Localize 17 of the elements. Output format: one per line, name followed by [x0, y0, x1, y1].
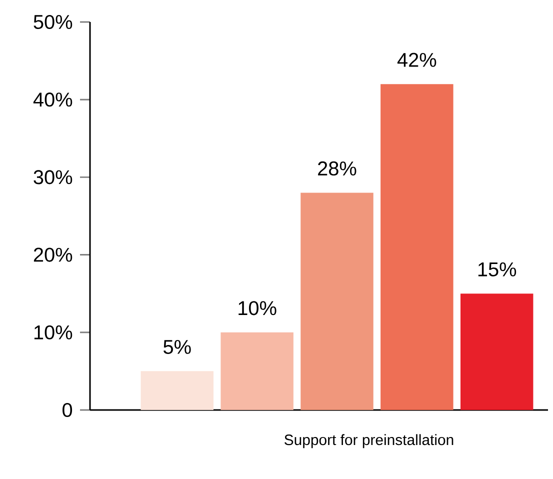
data-label: 15% [478, 262, 516, 276]
y-tick-label: 20% [34, 248, 72, 262]
bar [140, 371, 214, 410]
y-tick-label: 50% [34, 14, 72, 30]
bar [220, 332, 294, 410]
y-tick-label: 30% [34, 170, 72, 184]
y-tick-label: 10% [34, 325, 72, 340]
bar [300, 192, 374, 410]
y-tick-label: 0 [62, 402, 72, 418]
data-label: 5% [164, 340, 191, 354]
bar [460, 294, 534, 410]
y-tick-label: 40% [33, 92, 72, 107]
data-label: 42% [397, 52, 436, 67]
bar [380, 84, 454, 410]
data-label: 10% [238, 301, 276, 316]
x-axis-title: Support for preinstallation [284, 434, 454, 448]
data-label: 28% [318, 161, 356, 176]
